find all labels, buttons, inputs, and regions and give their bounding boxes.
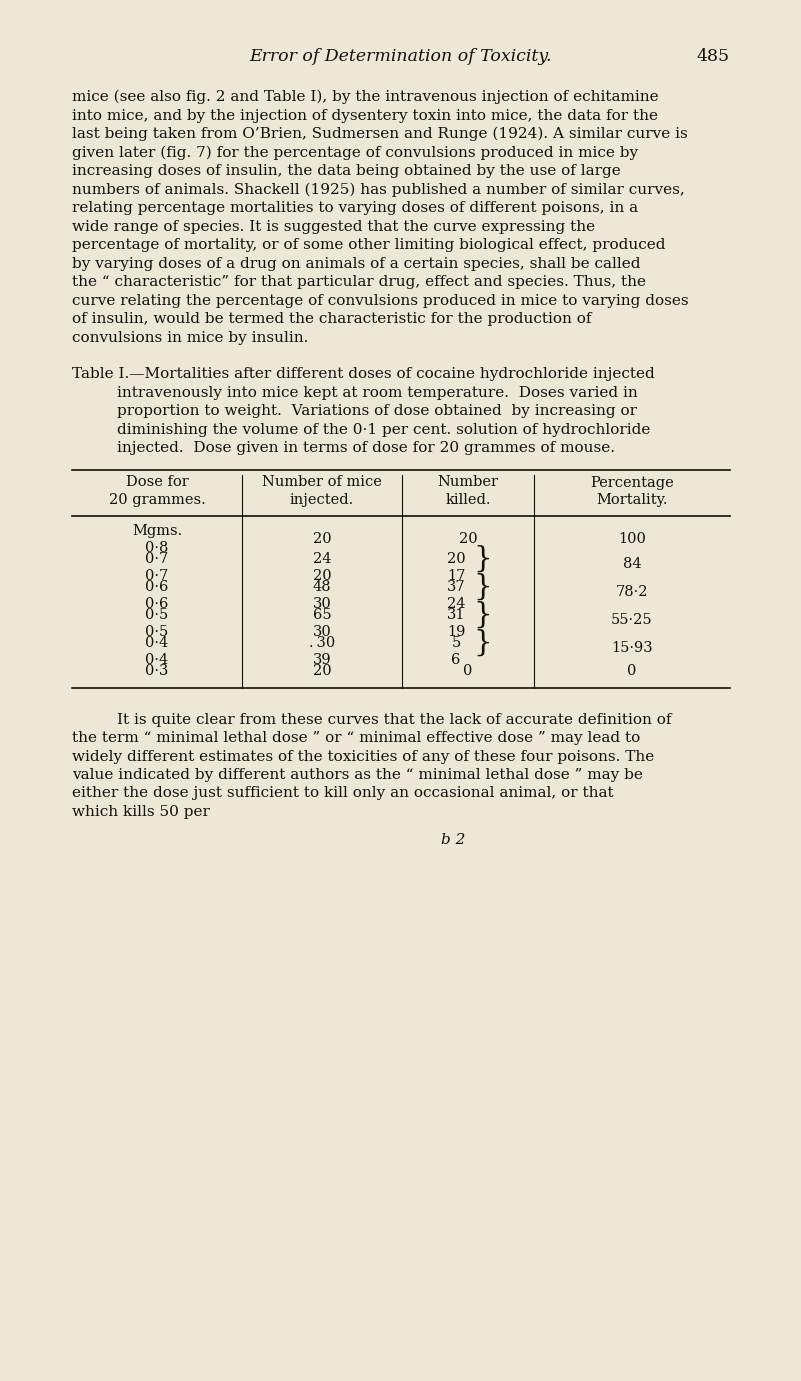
Text: }: }	[473, 572, 492, 601]
Text: proportion to weight.  Variations of dose obtained  by increasing or: proportion to weight. Variations of dose…	[117, 405, 637, 418]
Text: curve relating the percentage of convulsions produced in mice to varying doses: curve relating the percentage of convuls…	[72, 294, 689, 308]
Text: 15·93: 15·93	[611, 641, 653, 655]
Text: 0·5: 0·5	[145, 626, 169, 639]
Text: numbers of animals. Shackell (1925) has published a number of similar curves,: numbers of animals. Shackell (1925) has …	[72, 182, 685, 197]
Text: 0: 0	[627, 663, 637, 678]
Text: which kills 50 per: which kills 50 per	[72, 805, 210, 819]
Text: 20: 20	[459, 532, 477, 547]
Text: 0·4: 0·4	[145, 635, 169, 649]
Text: 24: 24	[447, 597, 465, 610]
Text: 0·5: 0·5	[145, 608, 169, 621]
Text: Percentage: Percentage	[590, 475, 674, 489]
Text: injected.  Dose given in terms of dose for 20 grammes of mouse.: injected. Dose given in terms of dose fo…	[117, 441, 615, 454]
Text: 20: 20	[312, 532, 332, 547]
Text: Number: Number	[437, 475, 498, 489]
Text: 20 grammes.: 20 grammes.	[109, 493, 205, 507]
Text: killed.: killed.	[445, 493, 491, 507]
Text: 100: 100	[618, 532, 646, 547]
Text: of insulin, would be termed the characteristic for the production of: of insulin, would be termed the characte…	[72, 312, 591, 326]
Text: 20: 20	[312, 569, 332, 583]
Text: }: }	[473, 628, 492, 656]
Text: 39: 39	[312, 653, 332, 667]
Text: Table I.—Mortalities after different doses of cocaine hydrochloride injected: Table I.—Mortalities after different dos…	[72, 367, 654, 381]
Text: Number of mice: Number of mice	[262, 475, 382, 489]
Text: given later (fig. 7) for the percentage of convulsions produced in mice by: given later (fig. 7) for the percentage …	[72, 145, 638, 160]
Text: percentage of mortality, or of some other limiting biological effect, produced: percentage of mortality, or of some othe…	[72, 238, 666, 251]
Text: intravenously into mice kept at room temperature.  Doses varied in: intravenously into mice kept at room tem…	[117, 385, 638, 399]
Text: 0·6: 0·6	[145, 597, 169, 610]
Text: 485: 485	[697, 48, 730, 65]
Text: 6: 6	[451, 653, 461, 667]
Text: Mgms.: Mgms.	[132, 523, 182, 537]
Text: }: }	[473, 544, 492, 572]
Text: 30: 30	[312, 626, 332, 639]
Text: 0·8: 0·8	[145, 541, 169, 555]
Text: the term “ minimal lethal dose ” or “ minimal effective dose ” may lead to: the term “ minimal lethal dose ” or “ mi…	[72, 731, 640, 744]
Text: Error of Determination of Toxicity.: Error of Determination of Toxicity.	[250, 48, 552, 65]
Text: relating percentage mortalities to varying doses of different poisons, in a: relating percentage mortalities to varyi…	[72, 202, 638, 215]
Text: 30: 30	[312, 597, 332, 610]
Text: 37: 37	[447, 580, 465, 594]
Text: 31: 31	[447, 608, 465, 621]
Text: widely different estimates of the toxicities of any of these four poisons. The: widely different estimates of the toxici…	[72, 750, 654, 764]
Text: value indicated by different authors as the “ minimal lethal dose ” may be: value indicated by different authors as …	[72, 768, 643, 782]
Text: }: }	[473, 601, 492, 628]
Text: 84: 84	[622, 557, 642, 570]
Text: 0·6: 0·6	[145, 580, 169, 594]
Text: 0·7: 0·7	[145, 569, 169, 583]
Text: last being taken from O’Brien, Sudmersen and Runge (1924). A similar curve is: last being taken from O’Brien, Sudmersen…	[72, 127, 688, 141]
Text: either the dose just sufficient to kill only an occasional animal, or that: either the dose just sufficient to kill …	[72, 787, 614, 801]
Text: 24: 24	[312, 551, 332, 565]
Text: diminishing the volume of the 0·1 per cent. solution of hydrochloride: diminishing the volume of the 0·1 per ce…	[117, 423, 650, 436]
Text: by varying doses of a drug on animals of a certain species, shall be called: by varying doses of a drug on animals of…	[72, 257, 641, 271]
Text: 78·2: 78·2	[616, 584, 648, 599]
Text: 17: 17	[447, 569, 465, 583]
Text: into mice, and by the injection of dysentery toxin into mice, the data for the: into mice, and by the injection of dysen…	[72, 109, 658, 123]
Text: 0: 0	[463, 663, 473, 678]
Text: 55·25: 55·25	[611, 613, 653, 627]
Text: convulsions in mice by insulin.: convulsions in mice by insulin.	[72, 330, 308, 344]
Text: . 30: . 30	[309, 635, 335, 649]
Text: 0·4: 0·4	[145, 653, 169, 667]
Text: 0·3: 0·3	[145, 663, 169, 678]
Text: 19: 19	[447, 626, 465, 639]
Text: 0·7: 0·7	[145, 551, 169, 565]
Text: wide range of species. It is suggested that the curve expressing the: wide range of species. It is suggested t…	[72, 220, 595, 233]
Text: 20: 20	[447, 551, 465, 565]
Text: 48: 48	[312, 580, 332, 594]
Text: Dose for: Dose for	[126, 475, 188, 489]
Text: 5: 5	[452, 635, 461, 649]
Text: b 2: b 2	[441, 834, 465, 848]
Text: increasing doses of insulin, the data being obtained by the use of large: increasing doses of insulin, the data be…	[72, 164, 621, 178]
Text: It is quite clear from these curves that the lack of accurate definition of: It is quite clear from these curves that…	[117, 713, 671, 726]
Text: 20: 20	[312, 663, 332, 678]
Text: Mortality.: Mortality.	[596, 493, 668, 507]
Text: injected.: injected.	[290, 493, 354, 507]
Text: mice (see also fig. 2 and Table I), by the intravenous injection of echitamine: mice (see also fig. 2 and Table I), by t…	[72, 90, 658, 105]
Text: 65: 65	[312, 608, 332, 621]
Text: the “ characteristic” for that particular drug, effect and species. Thus, the: the “ characteristic” for that particula…	[72, 275, 646, 289]
